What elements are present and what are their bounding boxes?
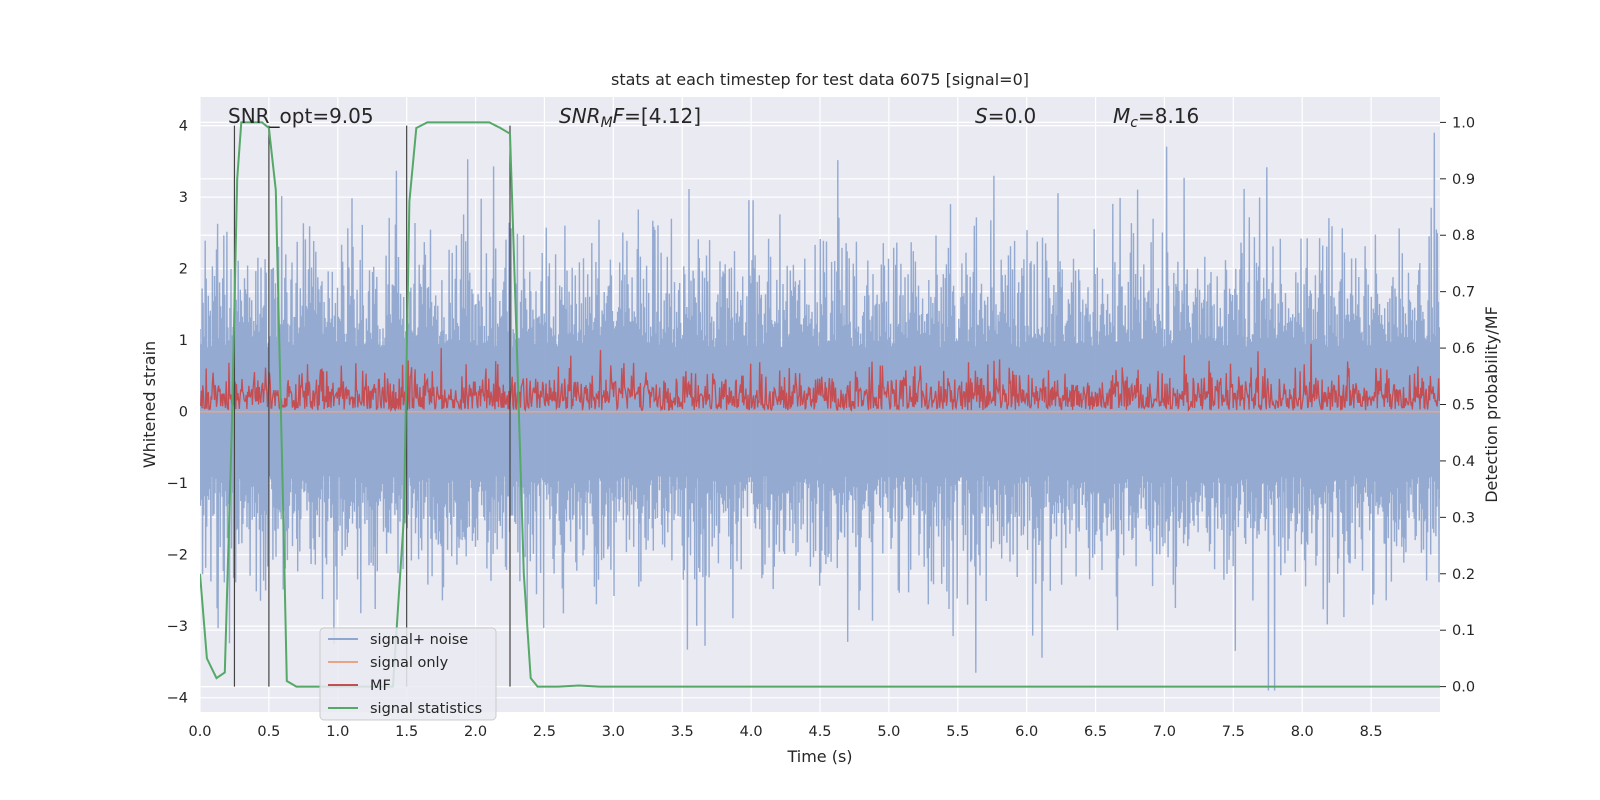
y-right-tick-label: 0.9 xyxy=(1452,172,1475,188)
y-right-tick-label: 0.6 xyxy=(1452,341,1475,357)
y-right-tick-label: 0.3 xyxy=(1452,510,1475,526)
y-tick-label: 0 xyxy=(179,405,188,421)
plot-area xyxy=(200,121,1440,691)
x-axis-label: Time (s) xyxy=(786,747,852,766)
legend: signal+ noise signal only MF signal statist… xyxy=(319,627,497,721)
x-tick-label: 6.0 xyxy=(1015,724,1038,740)
y-right-tick-label: 0.4 xyxy=(1452,454,1475,470)
y-axis-label: Whitened strain xyxy=(140,341,159,468)
x-tick-label: 0.0 xyxy=(188,724,211,740)
snr-mf-annotation: SNRMF=[4.12] xyxy=(559,104,701,131)
x-tick-label: 5.0 xyxy=(877,724,900,740)
x-tick-label: 0.5 xyxy=(257,724,280,740)
y-right-tick-label: 0.5 xyxy=(1452,398,1475,414)
x-tick-label: 2.0 xyxy=(464,724,487,740)
snr-opt-annotation: SNR_opt=9.05 xyxy=(228,104,374,128)
x-tick-label: 8.5 xyxy=(1360,724,1383,740)
y-right-tick-label: 0.2 xyxy=(1452,567,1475,583)
s-annotation: S=0.0 xyxy=(975,104,1036,128)
x-tick-label: 7.5 xyxy=(1222,724,1245,740)
y-tick-label: −4 xyxy=(167,691,188,707)
x-tick-label: 8.0 xyxy=(1291,724,1314,740)
annotations: SNR_opt=9.05 SNRMF=[4.12] S=0.0 Mc=8.16 xyxy=(228,104,1199,131)
legend-box xyxy=(319,627,497,721)
y-tick-label: 4 xyxy=(179,119,188,135)
legend-label: MF xyxy=(370,678,391,694)
x-tick-label: 1.5 xyxy=(395,724,418,740)
x-tick-label: 7.0 xyxy=(1153,724,1176,740)
y-tick-label: −3 xyxy=(167,619,188,635)
legend-label: signal statistics xyxy=(370,701,482,717)
y-tick-label: −2 xyxy=(167,548,188,564)
mc-annotation: Mc=8.16 xyxy=(1113,104,1199,131)
legend-label: signal only xyxy=(370,655,449,671)
x-tick-label: 3.5 xyxy=(671,724,694,740)
x-tick-label: 5.5 xyxy=(946,724,969,740)
x-tick-label: 2.5 xyxy=(533,724,556,740)
y-tick-label: 1 xyxy=(179,333,188,349)
y-right-tick-label: 0.7 xyxy=(1452,285,1475,301)
y-right-tick-label: 0.1 xyxy=(1452,623,1475,639)
y-right-axis-label: Detection probability/MF xyxy=(1482,306,1501,503)
y-tick-label: 3 xyxy=(179,190,188,206)
y-tick-label: 2 xyxy=(179,262,188,278)
y-right-tick-label: 1.0 xyxy=(1452,115,1475,131)
x-tick-label: 1.0 xyxy=(326,724,349,740)
x-tick-label: 3.0 xyxy=(602,724,625,740)
legend-label: signal+ noise xyxy=(370,632,468,648)
y-right-tick-label: 0.0 xyxy=(1452,680,1475,696)
x-tick-label: 4.5 xyxy=(808,724,831,740)
chart-title: stats at each timestep for test data 607… xyxy=(611,70,1029,89)
y-right-tick-label: 0.8 xyxy=(1452,228,1475,244)
x-tick-label: 6.5 xyxy=(1084,724,1107,740)
y-tick-label: −1 xyxy=(167,476,188,492)
x-tick-label: 4.0 xyxy=(740,724,763,740)
signal-statistics-line xyxy=(200,121,1440,688)
axes: 0.0 0.5 1.0 1.5 2.0 2.5 3.0 3.5 4.0 4.5 5.0 5.5 6.0 6… xyxy=(140,70,1501,766)
